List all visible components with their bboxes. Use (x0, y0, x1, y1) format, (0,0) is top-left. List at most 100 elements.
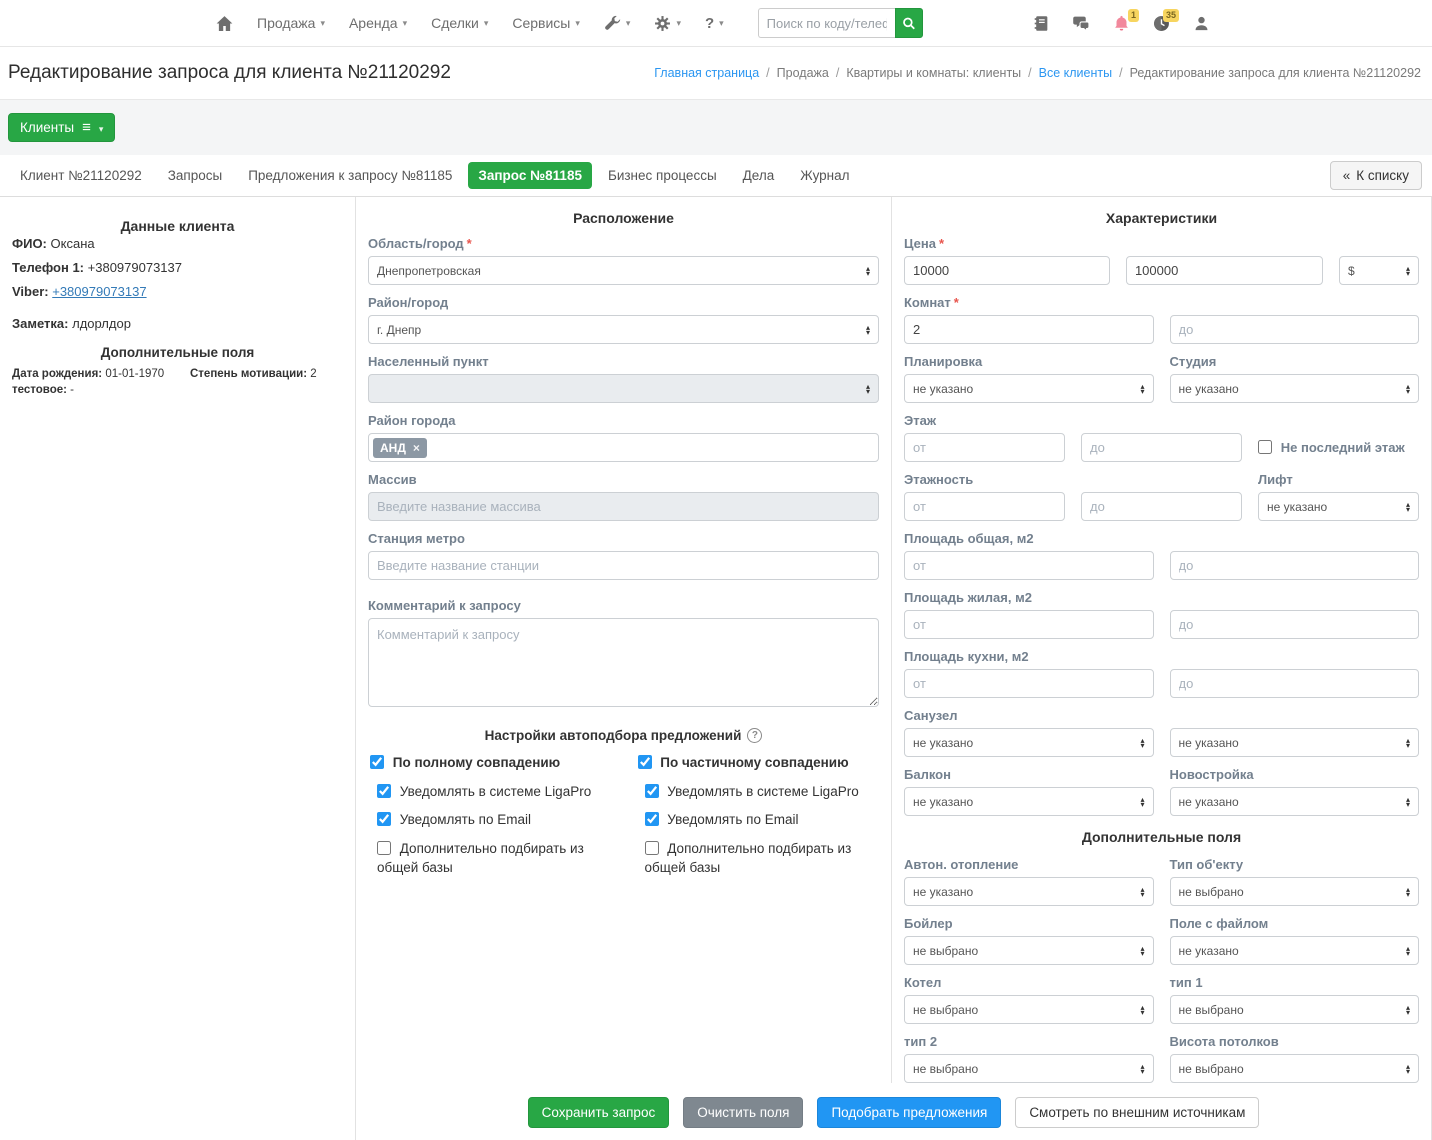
heating-select[interactable]: не указано (904, 877, 1154, 906)
nav-settings-menu[interactable] (654, 15, 681, 32)
search-input[interactable] (757, 8, 895, 38)
partial-notify-ligapro-checkbox[interactable] (644, 783, 659, 798)
motivation-pair: Степень мотивации: 2 (190, 368, 317, 380)
full-notify-email-row[interactable]: Уведомлять по Email (370, 810, 610, 830)
checkbox-label: По полному совпадению (392, 755, 561, 770)
district-select[interactable]: г. Днепр (368, 315, 879, 344)
full-notify-email-checkbox[interactable] (377, 812, 391, 827)
breadcrumb-all-clients-link[interactable]: Все клиенты (1038, 66, 1113, 80)
viber-link[interactable]: +380979073137 (52, 284, 147, 299)
full-match-checkbox[interactable] (370, 755, 384, 769)
area-total-to-input[interactable] (1169, 551, 1419, 580)
area-total-from-input[interactable] (904, 551, 1154, 580)
tab-client[interactable]: Клиент №21120292 (20, 168, 142, 183)
floors-total-from-input[interactable] (904, 492, 1065, 521)
partial-common-base-row[interactable]: Дополнительно подбирать из общей базы (638, 839, 878, 878)
nav-menu-label: Аренда (348, 15, 398, 31)
nav-menu-sale[interactable]: Продажа (257, 15, 325, 31)
tab-business-processes[interactable]: Бизнес процессы (607, 168, 717, 183)
nav-menu-deals[interactable]: Сделки (431, 15, 488, 31)
partial-match-checkbox-row[interactable]: По частичному совпадению (637, 753, 878, 773)
ceiling-height-select[interactable]: не выбрано (1169, 1054, 1419, 1083)
clients-menu-button[interactable]: Клиенты (8, 113, 116, 142)
rooms-to-input[interactable] (1169, 315, 1419, 344)
floor-from-input[interactable] (904, 433, 1065, 462)
city-area-tag-input[interactable]: АНД (368, 433, 879, 462)
floor-to-input[interactable] (1081, 433, 1242, 462)
search-button[interactable] (894, 8, 923, 38)
price-from-input[interactable] (904, 256, 1110, 285)
boiler-select[interactable]: не выбрано (904, 936, 1154, 965)
tab-request-81185[interactable]: Запрос №81185 (468, 162, 592, 189)
back-to-list-button[interactable]: К списку (1329, 161, 1422, 190)
partial-match-checkbox[interactable] (637, 755, 652, 769)
home-button[interactable] (216, 15, 233, 32)
tab-requests[interactable]: Запросы (167, 168, 223, 183)
test-label: тестовое: (12, 384, 67, 396)
partial-notify-email-checkbox[interactable] (644, 812, 659, 827)
clear-fields-button[interactable]: Очистить поля (683, 1097, 804, 1128)
elevator-select[interactable]: не указано (1258, 492, 1419, 521)
tab-journal[interactable]: Журнал (800, 168, 850, 183)
save-request-button[interactable]: Сохранить запрос (527, 1097, 670, 1128)
tab-deals[interactable]: Дела (742, 168, 775, 183)
area-kitchen-to-input[interactable] (1169, 669, 1419, 698)
profile-button[interactable] (1193, 15, 1210, 32)
tab-offers[interactable]: Предложения к запросу №81185 (248, 168, 453, 183)
form-main: Расположение Область/город Днепропетровс… (356, 197, 1431, 1140)
not-last-floor-row[interactable]: Не последний этаж (1258, 438, 1405, 458)
full-common-base-row[interactable]: Дополнительно подбирать из общей базы (370, 839, 610, 878)
balcony-label: Балкон (904, 767, 951, 782)
type2-select[interactable]: не выбрано (904, 1054, 1154, 1083)
rooms-from-input[interactable] (904, 315, 1154, 344)
floors-total-to-input[interactable] (1081, 492, 1242, 521)
breadcrumb-home-link[interactable]: Главная страница (654, 66, 760, 80)
nav-menu-services[interactable]: Сервисы (512, 15, 580, 31)
region-select[interactable]: Днепропетровская (368, 256, 879, 285)
autoselect-heading: Настройки автоподбора предложений (368, 728, 879, 743)
top-navbar: Продажа Аренда Сделки Сервисы ? 1 (0, 0, 1432, 47)
area-living-to-input[interactable] (1169, 610, 1419, 639)
knowledge-base-button[interactable] (1033, 15, 1050, 32)
select-arrows-icon (866, 266, 870, 276)
kotel-select[interactable]: не выбрано (904, 995, 1154, 1024)
nav-help-menu[interactable]: ? (705, 15, 724, 32)
full-match-checkbox-row[interactable]: По полному совпадению (370, 753, 610, 773)
layout-select[interactable]: не указано (904, 374, 1154, 403)
metro-input[interactable] (368, 551, 879, 580)
type1-select[interactable]: не выбрано (1169, 995, 1419, 1024)
bathroom-select-1[interactable]: не указано (904, 728, 1154, 757)
partial-notify-ligapro-row[interactable]: Уведомлять в системе LigaPro (638, 782, 878, 802)
area-kitchen-from-input[interactable] (904, 669, 1154, 698)
full-common-base-checkbox[interactable] (377, 840, 391, 855)
partial-common-base-checkbox[interactable] (644, 840, 659, 855)
layout-select-value: не указано (913, 381, 974, 396)
area-living-from-input[interactable] (904, 610, 1154, 639)
currency-select[interactable]: $ (1338, 256, 1419, 285)
full-notify-ligapro-row[interactable]: Уведомлять в системе LigaPro (370, 782, 610, 802)
checkbox-label: Уведомлять в системе LigaPro (399, 783, 592, 799)
not-last-floor-checkbox[interactable] (1258, 439, 1272, 454)
studio-select[interactable]: не указано (1169, 374, 1419, 403)
help-circle-icon[interactable] (747, 728, 763, 743)
messages-button[interactable] (1073, 15, 1090, 32)
bathroom-select-2[interactable]: не указано (1169, 728, 1419, 757)
district-select-value: г. Днепр (377, 322, 422, 337)
object-type-select[interactable]: не выбрано (1169, 877, 1419, 906)
tasks-button[interactable]: 35 (1153, 8, 1179, 32)
balcony-select[interactable]: не указано (904, 787, 1154, 816)
comment-textarea[interactable] (368, 618, 879, 707)
partial-notify-email-row[interactable]: Уведомлять по Email (638, 810, 878, 830)
file-field-select[interactable]: не указано (1169, 936, 1419, 965)
extra-field-kotel: Котел не выбрано (904, 965, 1154, 1024)
nav-menu-label: Сервисы (512, 15, 571, 31)
full-notify-ligapro-checkbox[interactable] (377, 783, 391, 798)
tag-remove-icon[interactable] (413, 441, 420, 455)
notifications-button[interactable]: 1 (1113, 8, 1139, 32)
price-to-input[interactable] (1125, 256, 1323, 285)
nav-menu-rent[interactable]: Аренда (349, 15, 407, 31)
external-sources-button[interactable]: Смотреть по внешним источникам (1015, 1097, 1260, 1128)
nav-tools-menu[interactable] (604, 15, 631, 32)
match-offers-button[interactable]: Подобрать предложения (817, 1097, 1002, 1128)
new-building-select[interactable]: не указано (1169, 787, 1419, 816)
